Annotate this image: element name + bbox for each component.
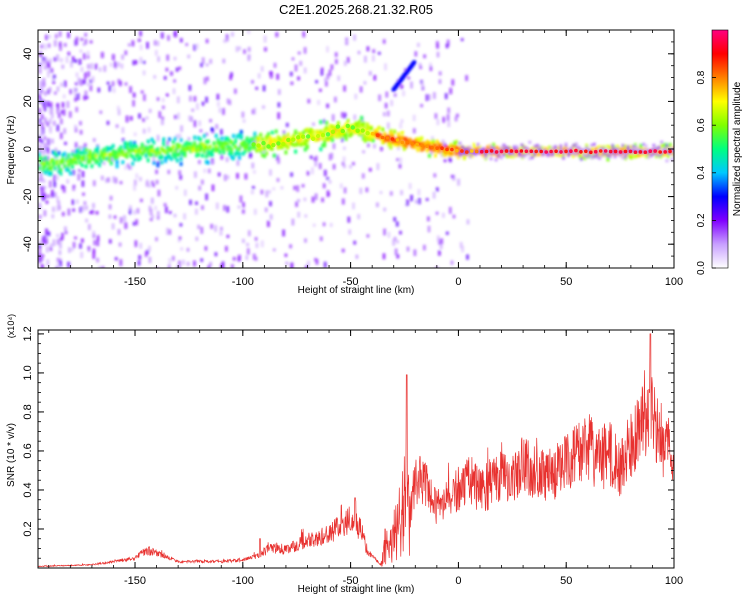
y-tick-label: 0 — [22, 146, 34, 152]
y-tick-label: 0.4 — [22, 482, 34, 497]
snr-series-line — [38, 333, 674, 568]
snr-multiplier: (x10⁴) — [6, 314, 16, 338]
snr-x-label: Height of straight line (km) — [298, 584, 415, 595]
spectrogram-heatmap — [38, 30, 674, 268]
x-tick-label: -100 — [232, 276, 254, 288]
y-tick-label: 0.8 — [22, 404, 34, 419]
x-tick-label: 100 — [665, 575, 683, 587]
x-tick-label: -150 — [124, 575, 146, 587]
y-tick-label: 40 — [22, 48, 34, 60]
x-tick-label: 100 — [665, 276, 683, 288]
spectrogram-ridge — [251, 123, 672, 155]
colorbar-ticks: 0.0 0.2 0.4 0.6 0.8 — [696, 70, 716, 275]
snr-frame — [37, 329, 675, 569]
snr-plot-area — [38, 333, 674, 568]
x-tick-label: 0 — [455, 575, 461, 587]
y-tick-label: 0.6 — [22, 443, 34, 458]
spectrogram-y-label: Frequency (Hz) — [6, 116, 17, 185]
x-tick-label: -100 — [232, 575, 254, 587]
colorbar-tick-label: 0.2 — [696, 213, 707, 227]
colorbar-tick-label: 0.8 — [696, 70, 707, 84]
x-tick-label: -50 — [343, 276, 359, 288]
colorbar-scale — [711, 29, 729, 269]
spectrogram-energy — [38, 30, 674, 268]
x-tick-label: 50 — [560, 276, 572, 288]
y-tick-label: 1.0 — [22, 365, 34, 380]
snr-y-axis: 0.2 0.4 0.6 0.8 1.0 1.2 — [22, 326, 674, 569]
colorbar-tick-label: 0.0 — [696, 261, 707, 275]
spectrogram-band — [38, 115, 674, 177]
colorbar: 0.0 0.2 0.4 0.6 0.8 Normalized spectral ampl… — [696, 29, 743, 275]
y-tick-label: 0.2 — [22, 521, 34, 536]
spectrogram-side-branch — [391, 60, 417, 92]
spectrogram-x-axis: -150 -100 -50 0 50 100 — [48, 30, 683, 288]
colorbar-label: Normalized spectral amplitude — [732, 81, 743, 216]
snr-x-axis: -150 -100 -50 0 50 100 — [48, 330, 683, 587]
x-tick-label: -150 — [124, 276, 146, 288]
y-tick-label: 1.2 — [22, 326, 34, 341]
spectrogram-y-axis: -40 -20 0 20 40 — [22, 29, 674, 269]
colorbar-tick-label: 0.6 — [696, 118, 707, 132]
y-tick-label: 20 — [22, 95, 34, 107]
x-tick-label: 50 — [560, 575, 572, 587]
y-tick-label: -20 — [22, 189, 34, 205]
spectrogram-x-label: Height of straight line (km) — [298, 285, 415, 296]
colorbar-tick-label: 0.4 — [696, 165, 707, 179]
spectrogram-panel: -150 -100 -50 0 50 100 -40 -20 0 20 40 Height of … — [6, 29, 683, 296]
snr-panel: -150 -100 -50 0 50 100 0.2 0.4 0.6 0.8 1.0 1.2 Hei… — [6, 314, 683, 595]
page-title: C2E1.2025.268.21.32.R05 — [279, 2, 433, 17]
snr-y-label: SNR (10 * v/v) — [6, 423, 17, 487]
x-tick-label: -50 — [343, 575, 359, 587]
y-tick-label: -40 — [22, 236, 34, 252]
x-tick-label: 0 — [455, 276, 461, 288]
